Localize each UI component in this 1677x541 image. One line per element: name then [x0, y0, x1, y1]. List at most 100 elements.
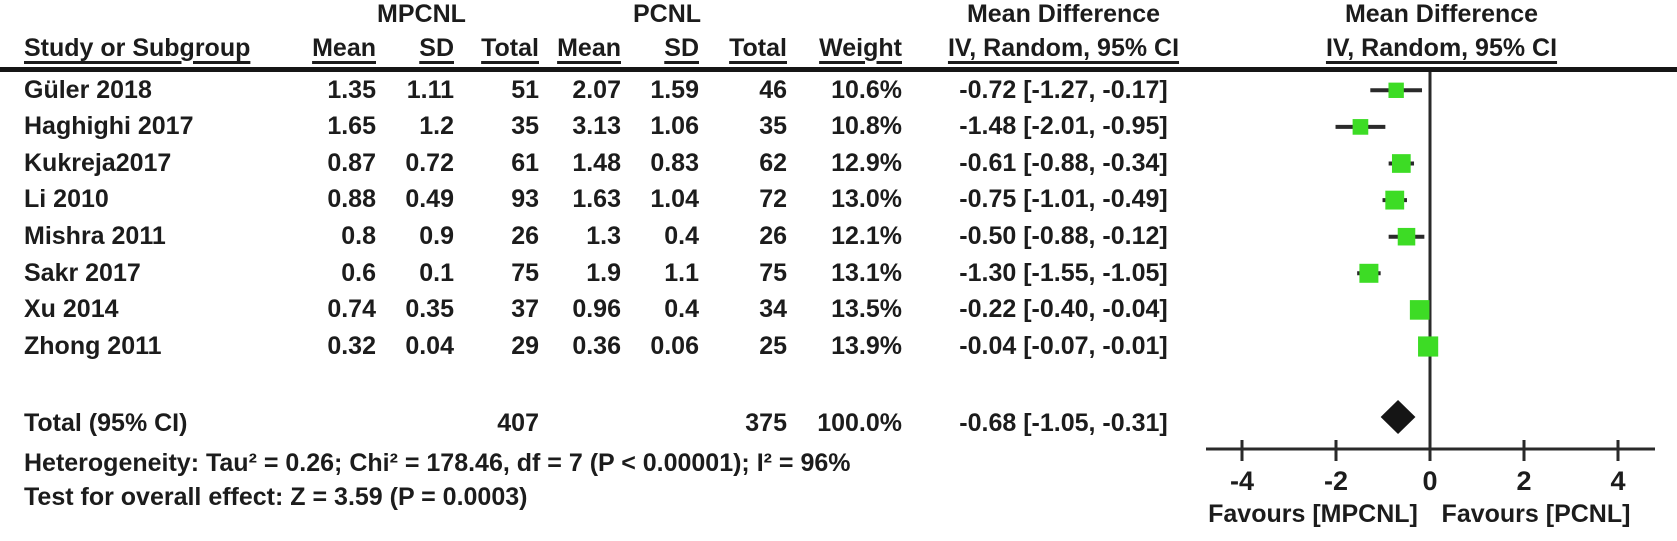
pcnl-total: 34: [759, 295, 787, 324]
plot-column-title: Mean Difference: [1344, 0, 1539, 29]
total-label: Total (95% CI): [24, 408, 188, 437]
study-rows: Güler 2018 1.35 1.11 51 2.07 1.59 46 10.6% -0.72…: [0, 72, 1677, 365]
study-weight: 10.8%: [831, 112, 902, 141]
study-row: Güler 2018 1.35 1.11 51 2.07 1.59 46 10.6% -0.72…: [0, 72, 1677, 109]
mpcnl-total: 51: [511, 75, 539, 104]
study-row: Li 2010 0.88 0.49 93 1.63 1.04 72 13.0% -0.75 [-…: [0, 182, 1677, 219]
pcnl-sd: 1.04: [650, 185, 699, 214]
mpcnl-sd: 0.1: [419, 258, 454, 287]
study-weight: 13.5%: [831, 295, 902, 324]
mpcnl-mean: 0.32: [327, 331, 376, 360]
total-md-ci: -0.68 [-1.05, -0.31]: [959, 408, 1168, 437]
total-weight: 100.0%: [817, 408, 902, 437]
study-name: Li 2010: [24, 185, 109, 214]
mpcnl-sd: 0.9: [419, 221, 454, 250]
overall-effect-text: Test for overall effect: Z = 3.59 (P = 0…: [24, 482, 528, 511]
mpcnl-total: 61: [511, 148, 539, 177]
study-row: Zhong 2011 0.32 0.04 29 0.36 0.06 25 13.9% -0.04…: [0, 328, 1677, 365]
group2-header: PCNL: [632, 0, 702, 29]
study-name: Mishra 2011: [24, 221, 166, 250]
group2-total-header: Total: [729, 33, 787, 62]
pcnl-sd: 1.59: [650, 75, 699, 104]
pcnl-total: 46: [759, 75, 787, 104]
mpcnl-mean: 0.6: [341, 258, 376, 287]
axis-tick-label: 0: [1422, 466, 1437, 496]
study-md-ci: -1.48 [-2.01, -0.95]: [959, 112, 1168, 141]
pcnl-mean: 3.13: [572, 112, 621, 141]
pcnl-mean: 1.9: [586, 258, 621, 287]
effect-marker: [1409, 300, 1430, 320]
mpcnl-sd: 0.49: [405, 185, 454, 214]
effect-marker: [1385, 190, 1405, 210]
study-name: Haghighi 2017: [24, 112, 194, 141]
effect-marker: [1391, 154, 1411, 173]
pcnl-total: 62: [759, 148, 787, 177]
study-weight: 13.9%: [831, 331, 902, 360]
study-row: Sakr 2017 0.6 0.1 75 1.9 1.1 75 13.1% -1.30 [-1.…: [0, 255, 1677, 292]
group2-mean-header: Mean: [557, 33, 621, 62]
pcnl-sd: 0.4: [664, 295, 699, 324]
table-header: MPCNL PCNL Mean Difference Mean Differen…: [0, 0, 1677, 72]
plot-method-header: IV, Random, 95% CI: [1325, 33, 1558, 62]
study-name: Zhong 2011: [24, 331, 162, 360]
pcnl-total: 35: [759, 112, 787, 141]
pcnl-total: 25: [759, 331, 787, 360]
study-weight: 12.9%: [831, 148, 902, 177]
mpcnl-mean: 0.88: [327, 185, 376, 214]
mpcnl-mean: 1.35: [327, 75, 376, 104]
study-md-ci: -0.72 [-1.27, -0.17]: [959, 75, 1168, 104]
pcnl-sd: 0.06: [650, 331, 699, 360]
weight-column-header: Weight: [819, 33, 902, 62]
mpcnl-total: 37: [511, 295, 539, 324]
mpcnl-mean: 0.87: [327, 148, 376, 177]
pcnl-sd: 0.4: [664, 221, 699, 250]
study-name: Kukreja2017: [24, 148, 172, 177]
study-row: Mishra 2011 0.8 0.9 26 1.3 0.4 26 12.1% -0.50 [-…: [0, 218, 1677, 255]
axis-tick-label: -4: [1230, 466, 1254, 496]
study-column-header: Study or Subgroup: [24, 33, 251, 62]
mpcnl-total: 26: [511, 221, 539, 250]
study-row: Haghighi 2017 1.65 1.2 35 3.13 1.06 35 10.8% -1.…: [0, 109, 1677, 146]
pcnl-sd: 0.83: [650, 148, 699, 177]
pcnl-sd: 1.06: [650, 112, 699, 141]
axis-tick-label: -2: [1324, 466, 1348, 496]
favours-right-label: Favours [PCNL]: [1442, 500, 1631, 528]
axis-tick-label: 2: [1516, 466, 1531, 496]
total-pcnl-n: 375: [745, 408, 787, 437]
mpcnl-total: 29: [511, 331, 539, 360]
study-weight: 12.1%: [831, 221, 902, 250]
mpcnl-sd: 0.72: [405, 148, 454, 177]
mpcnl-mean: 0.74: [327, 295, 376, 324]
study-name: Güler 2018: [24, 75, 152, 104]
effect-marker: [1397, 227, 1416, 246]
pcnl-mean: 1.3: [586, 221, 621, 250]
pcnl-mean: 1.63: [572, 185, 621, 214]
mpcnl-total: 75: [511, 258, 539, 287]
forest-plot-canvas: -4 -2 0 2 4 Favours [MPCNL] Favours [PCNL]: [1206, 72, 1655, 528]
total-mpcnl-n: 407: [497, 408, 539, 437]
pcnl-total: 75: [759, 258, 787, 287]
pcnl-mean: 0.96: [572, 295, 621, 324]
effect-marker: [1418, 336, 1439, 357]
heterogeneity-text: Heterogeneity: Tau² = 0.26; Chi² = 178.4…: [24, 448, 851, 477]
study-md-ci: -0.75 [-1.01, -0.49]: [959, 185, 1168, 214]
pcnl-mean: 2.07: [572, 75, 621, 104]
study-weight: 10.6%: [831, 75, 902, 104]
summary-diamond: [1380, 400, 1416, 434]
pcnl-mean: 0.36: [572, 331, 621, 360]
pcnl-total: 26: [759, 221, 787, 250]
group1-sd-header: SD: [419, 33, 454, 62]
effect-marker: [1352, 119, 1369, 135]
mpcnl-sd: 1.11: [406, 75, 454, 104]
mpcnl-sd: 0.35: [405, 295, 454, 324]
mpcnl-total: 35: [511, 112, 539, 141]
study-weight: 13.1%: [831, 258, 902, 287]
mpcnl-sd: 1.2: [419, 112, 454, 141]
pcnl-sd: 1.1: [664, 258, 699, 287]
study-name: Sakr 2017: [24, 258, 141, 287]
pcnl-total: 72: [759, 185, 787, 214]
study-row: Xu 2014 0.74 0.35 37 0.96 0.4 34 13.5% -0.22 [-0…: [0, 292, 1677, 329]
effect-column-title: Mean Difference: [966, 0, 1161, 29]
axis-tick-label: 4: [1610, 466, 1625, 496]
pcnl-mean: 1.48: [572, 148, 621, 177]
